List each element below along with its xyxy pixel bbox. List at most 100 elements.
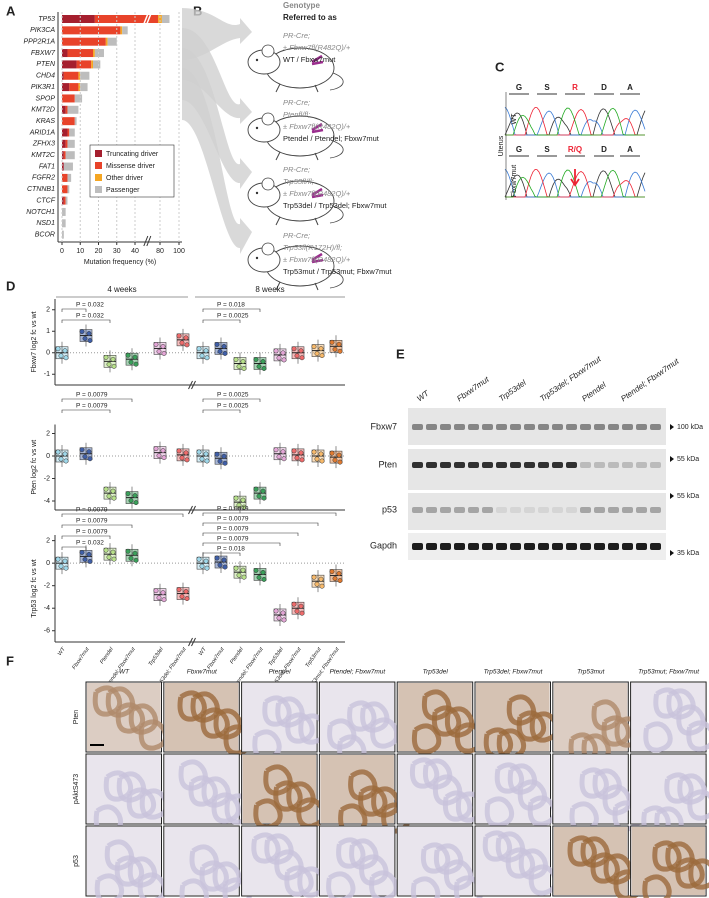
data-point	[318, 346, 324, 352]
data-point	[125, 548, 131, 554]
marker-arrow	[670, 424, 674, 430]
significance-bracket	[202, 409, 241, 413]
tissue	[592, 768, 622, 800]
bar-segment	[80, 71, 90, 80]
band	[622, 424, 633, 430]
data-point	[160, 590, 166, 596]
data-point	[236, 364, 242, 369]
data-point	[332, 576, 338, 581]
data-point	[217, 562, 223, 568]
mouse-name: Trp53mut / Trp53mut; Fbxw7mut	[283, 267, 392, 276]
data-point	[103, 354, 109, 360]
x-category-label: WT	[57, 646, 67, 657]
bar-segment	[62, 37, 106, 46]
genotype-line: ± Fbxw7fl(R482Q)/+	[283, 122, 351, 131]
data-point	[82, 454, 88, 460]
ihc-image	[85, 681, 162, 753]
tissue-stain	[242, 755, 317, 823]
band	[594, 462, 605, 468]
base-label: S	[544, 83, 550, 92]
axis-break	[146, 235, 152, 247]
band	[440, 507, 451, 513]
bar-segment	[67, 128, 70, 137]
protein-label: Pten	[378, 459, 397, 469]
chromatogram-trace	[504, 107, 646, 136]
axis-break	[143, 13, 149, 25]
p-value: P = 0.018	[217, 546, 245, 553]
uterus	[311, 54, 324, 66]
p-value: P = 0.018	[217, 302, 245, 309]
mutation-arrow	[570, 169, 580, 187]
significance-bracket	[61, 535, 111, 539]
data-point	[256, 364, 262, 369]
gene-label: FBXW7	[31, 50, 56, 57]
bar-segment	[161, 15, 170, 23]
gene-label: CTCF	[36, 197, 55, 204]
data-point	[236, 502, 242, 508]
significance-bracket	[202, 552, 241, 556]
tissue-stain	[87, 755, 161, 823]
bar-segment	[62, 151, 64, 160]
band	[426, 543, 437, 550]
y-tick-label: -4	[44, 605, 50, 612]
data-point	[298, 603, 304, 609]
bar-segment	[62, 173, 68, 182]
data-point	[55, 556, 61, 562]
gene-label: TP53	[38, 16, 55, 23]
tissue-stain	[164, 755, 239, 823]
tissue-stain	[476, 683, 550, 751]
tissue	[213, 708, 243, 740]
data-point	[299, 457, 305, 463]
timepoint-header: 8 weeks	[255, 285, 284, 294]
panel-label: A	[6, 3, 16, 18]
data-point	[280, 610, 286, 616]
p-value: P = 0.0079	[76, 392, 108, 399]
data-point	[87, 558, 93, 564]
mouse-ear	[261, 177, 275, 191]
base-label: A	[627, 83, 633, 92]
uterus	[311, 187, 324, 199]
data-point	[222, 351, 228, 356]
data-point	[132, 493, 138, 499]
arrow	[182, 48, 252, 189]
bar-segment	[62, 207, 66, 216]
data-point	[203, 348, 209, 354]
data-point	[184, 342, 190, 348]
data-point	[214, 555, 220, 561]
bar-segment	[74, 94, 83, 103]
data-point	[62, 348, 68, 354]
data-point	[233, 357, 239, 362]
gene-label: NOTCH1	[26, 209, 55, 216]
axis-break	[191, 380, 196, 390]
legend-swatch	[95, 150, 102, 157]
gene-label: NSD1	[36, 220, 55, 227]
band	[412, 507, 423, 513]
tissue	[643, 721, 673, 753]
gene-label: BCOR	[35, 231, 55, 238]
gene-label: KMT2C	[31, 152, 56, 159]
p-value: P = 0.032	[76, 540, 104, 547]
data-point	[337, 578, 343, 583]
band	[440, 543, 451, 550]
legend-box	[89, 144, 175, 198]
data-point	[111, 556, 117, 562]
mouse-eye	[255, 256, 259, 260]
data-point	[82, 336, 88, 341]
bar-segment	[107, 37, 117, 46]
data-point	[106, 361, 112, 367]
data-point	[336, 341, 342, 347]
marker-arrow	[670, 550, 674, 556]
band	[636, 462, 647, 468]
p-value: P = 0.0079	[217, 536, 249, 543]
axis-break	[191, 505, 196, 515]
column-label: Trp53mut	[577, 669, 606, 676]
row-label: pAktS473	[73, 774, 80, 804]
gene-label: ARID1A	[29, 129, 56, 136]
data-point	[79, 329, 85, 334]
tissue-stain	[87, 827, 161, 895]
data-point	[214, 342, 220, 347]
data-point	[299, 355, 305, 361]
blot-background	[408, 493, 666, 530]
data-point	[196, 449, 202, 455]
